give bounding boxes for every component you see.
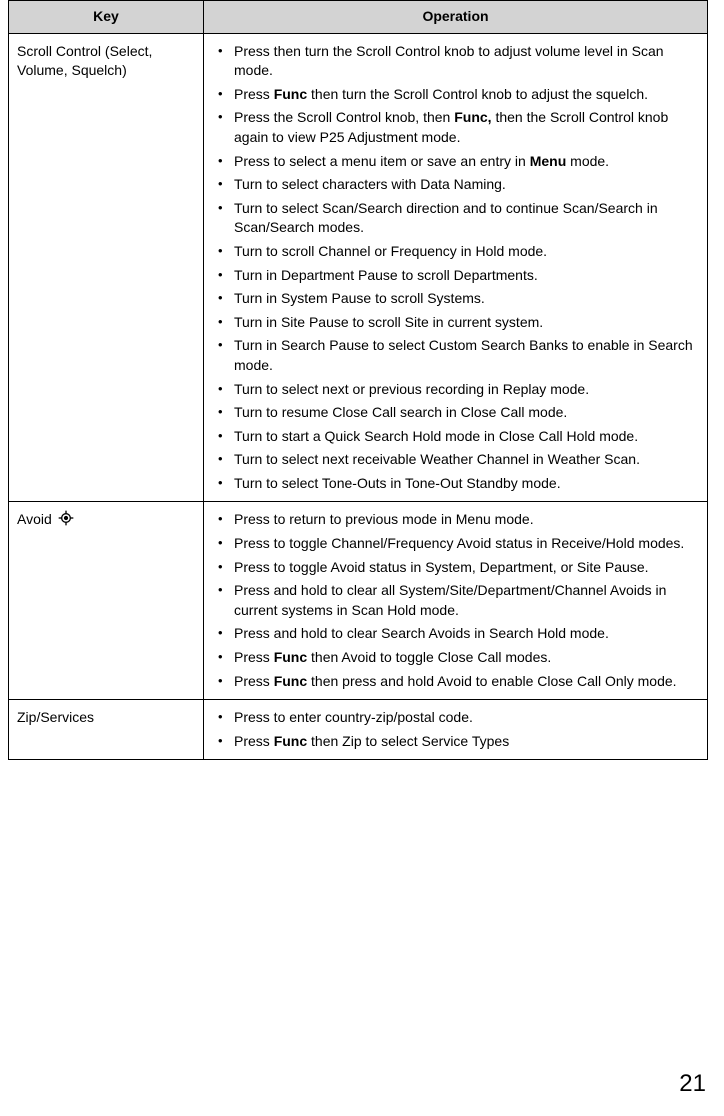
operation-cell: Press to return to previous mode in Menu… (204, 502, 708, 700)
header-operation: Operation (204, 1, 708, 34)
operation-list: Press to return to previous mode in Menu… (204, 508, 697, 693)
operation-list: Press to enter country-zip/postal code.P… (204, 706, 697, 753)
operation-item: Press to toggle Channel/Frequency Avoid … (204, 532, 697, 556)
operation-item: Turn to select characters with Data Nami… (204, 173, 697, 197)
close-call-icon (58, 510, 74, 532)
operation-item: Press the Scroll Control knob, then Func… (204, 106, 697, 149)
operation-item: Press and hold to clear Search Avoids in… (204, 622, 697, 646)
operation-item: Press to enter country-zip/postal code. (204, 706, 697, 730)
operation-item: Press Func then Zip to select Service Ty… (204, 730, 697, 754)
table-row: Scroll Control (Select, Volume, Squelch)… (9, 33, 708, 502)
operation-item: Turn to select next or previous recordin… (204, 378, 697, 402)
operation-item: Turn in System Pause to scroll Systems. (204, 287, 697, 311)
operation-item: Turn to resume Close Call search in Clos… (204, 401, 697, 425)
operation-item: Press to return to previous mode in Menu… (204, 508, 697, 532)
operation-list: Press then turn the Scroll Control knob … (204, 40, 697, 496)
operation-item: Turn to select Tone-Outs in Tone-Out Sta… (204, 472, 697, 496)
operation-item: Press Func then press and hold Avoid to … (204, 670, 697, 694)
page-number: 21 (679, 1070, 706, 1098)
key-cell: Scroll Control (Select, Volume, Squelch) (9, 33, 204, 502)
table-row: Avoid Press to return to previous mode i… (9, 502, 708, 700)
bold-text: Menu (530, 153, 567, 169)
operation-item: Turn in Department Pause to scroll Depar… (204, 264, 697, 288)
operation-item: Turn to select next receivable Weather C… (204, 448, 697, 472)
key-operation-table: Key Operation Scroll Control (Select, Vo… (8, 0, 708, 760)
key-cell: Zip/Services (9, 700, 204, 760)
operation-item: Turn in Search Pause to select Custom Se… (204, 334, 697, 377)
bold-text: Func (274, 733, 307, 749)
operation-cell: Press then turn the Scroll Control knob … (204, 33, 708, 502)
page: Key Operation Scroll Control (Select, Vo… (0, 0, 724, 1116)
operation-item: Press and hold to clear all System/Site/… (204, 579, 697, 622)
operation-item: Turn in Site Pause to scroll Site in cur… (204, 311, 697, 335)
key-cell: Avoid (9, 502, 204, 700)
table-row: Zip/Services Press to enter country-zip/p… (9, 700, 708, 760)
operation-item: Press then turn the Scroll Control knob … (204, 40, 697, 83)
header-key: Key (9, 1, 204, 34)
operation-cell: Press to enter country-zip/postal code.P… (204, 700, 708, 760)
bold-text: Func, (454, 109, 491, 125)
operation-item: Turn to scroll Channel or Frequency in H… (204, 240, 697, 264)
key-label: Zip/Services (17, 709, 94, 725)
key-label: Scroll Control (Select, Volume, Squelch) (17, 43, 152, 79)
bold-text: Func (274, 86, 307, 102)
operation-item: Press Func then turn the Scroll Control … (204, 83, 697, 107)
operation-item: Press Func then Avoid to toggle Close Ca… (204, 646, 697, 670)
bold-text: Func (274, 649, 307, 665)
operation-item: Press to select a menu item or save an e… (204, 150, 697, 174)
operation-item: Turn to select Scan/Search direction and… (204, 197, 697, 240)
table-header-row: Key Operation (9, 1, 708, 34)
bold-text: Func (274, 673, 307, 689)
operation-item: Turn to start a Quick Search Hold mode i… (204, 425, 697, 449)
key-label: Avoid (17, 511, 52, 527)
operation-item: Press to toggle Avoid status in System, … (204, 556, 697, 580)
